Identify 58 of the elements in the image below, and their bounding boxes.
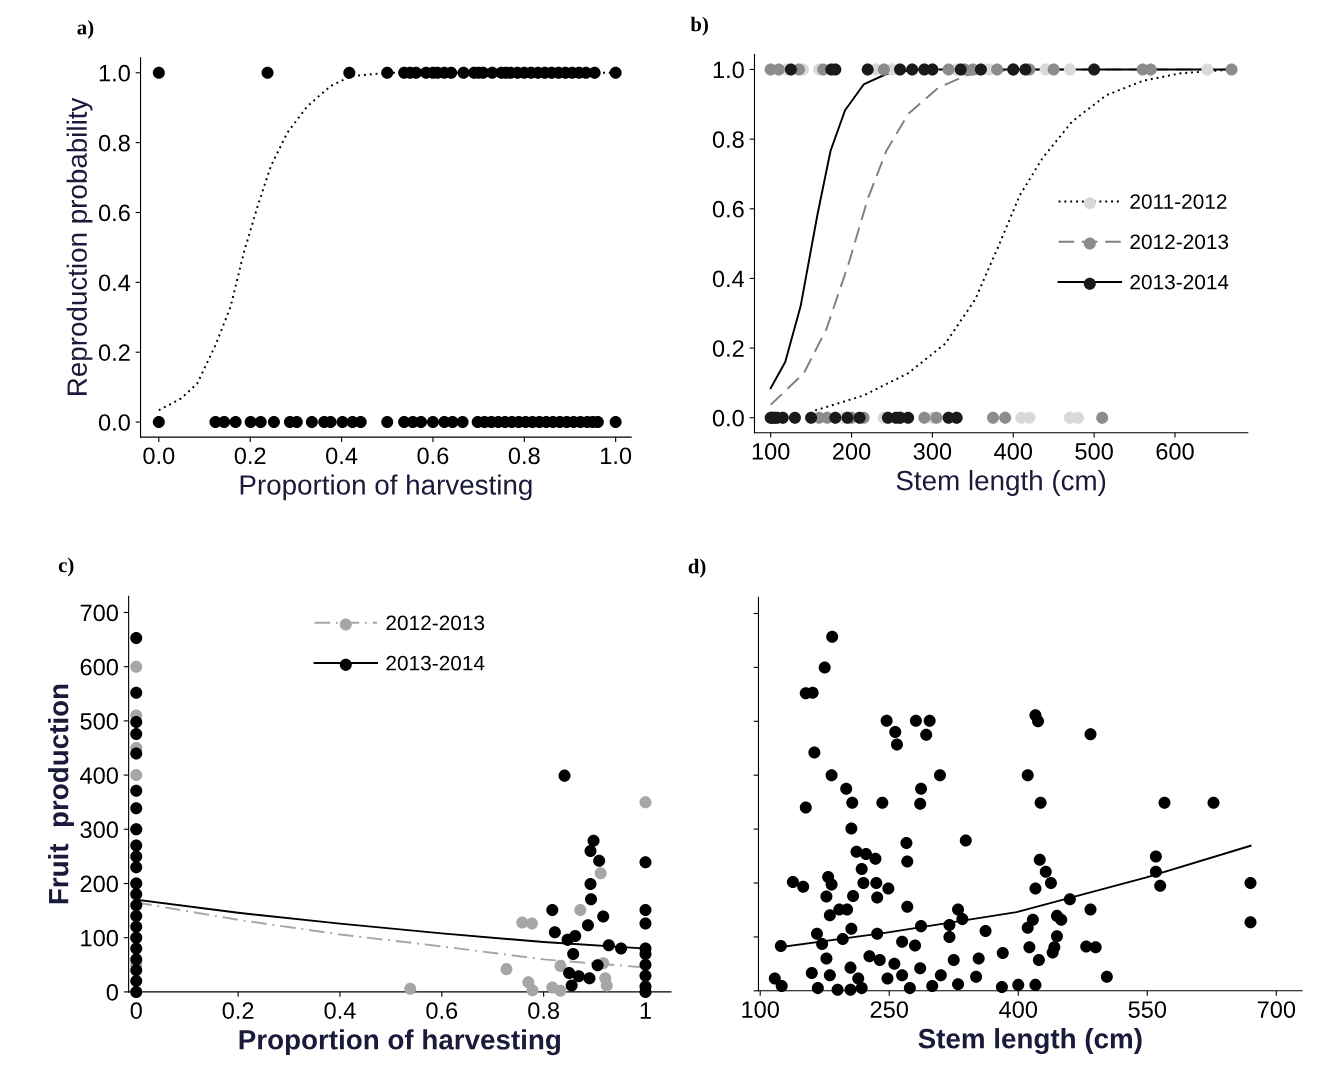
- text: c): [58, 557, 74, 577]
- y-tick-label: 0.8: [712, 131, 744, 148]
- x-tick-label: 100: [752, 443, 790, 460]
- y-tick-label: 0: [106, 983, 118, 1001]
- x-tick-label: 0.2: [234, 447, 266, 465]
- x-tick-label: 500: [1075, 443, 1113, 460]
- x-tick-label: 700: [1257, 1001, 1296, 1018]
- y-tick-label: 300: [80, 821, 118, 839]
- x-axis-title: Stem length (cm): [896, 470, 1106, 496]
- y-tick-label: 0.2: [98, 344, 130, 361]
- x-tick-label: 550: [1128, 1001, 1167, 1018]
- y-tick-label: 0.6: [712, 200, 744, 218]
- y-tick-label: 0.4: [712, 270, 745, 288]
- x-tick-label: 0.6: [426, 1002, 458, 1019]
- legend-label: 2013-2014: [1130, 274, 1229, 290]
- legend-label: 2012-2013: [1130, 234, 1229, 250]
- x-tick-label: 0.4: [326, 447, 358, 465]
- y-tick-label: 200: [80, 875, 118, 893]
- y-tick-label: 400: [80, 767, 118, 784]
- x-tick-label: 0.0: [143, 447, 175, 465]
- x-tick-label: 100: [742, 1001, 779, 1018]
- y-tick-label: 0.0: [712, 409, 744, 427]
- y-tick-label: 1.0: [99, 64, 130, 82]
- y-tick-label: 500: [80, 712, 118, 730]
- x-tick-label: 200: [833, 443, 871, 460]
- text: a): [77, 19, 94, 39]
- legend-label: 2013-2014: [386, 655, 485, 671]
- x-tick-label: 0.8: [528, 1002, 560, 1019]
- x-tick-label: 600: [1156, 443, 1194, 460]
- y-tick-label: 0.2: [712, 340, 744, 357]
- x-tick-label: 0.8: [508, 447, 540, 465]
- x-tick-label: 0: [130, 1002, 142, 1019]
- text: b): [690, 16, 708, 36]
- x-axis-title: Proportion of harvesting: [240, 474, 532, 501]
- x-tick-label: 0.2: [222, 1002, 254, 1019]
- y-tick-label: 700: [80, 604, 118, 622]
- y-axis-title: Fruit production: [48, 684, 74, 904]
- x-axis-title: Stem length (cm): [918, 1028, 1142, 1055]
- x-tick-label: 0.6: [417, 447, 449, 465]
- y-tick-label: 0.0: [98, 414, 130, 431]
- y-axis-title: Reproduction probability: [66, 97, 93, 395]
- x-tick-label: 400: [999, 1001, 1038, 1018]
- y-tick-label: 1.0: [713, 61, 744, 79]
- x-tick-label: 250: [870, 1001, 908, 1018]
- x-tick-label: 0.4: [324, 1002, 356, 1019]
- y-tick-label: 0.8: [98, 134, 130, 152]
- x-tick-label: 1: [640, 1002, 651, 1019]
- y-tick-label: 100: [81, 929, 118, 947]
- x-tick-label: 400: [994, 443, 1033, 460]
- x-tick-label: 1.0: [601, 447, 632, 465]
- x-tick-label: 300: [913, 443, 952, 460]
- legend-label: 2012-2013: [386, 615, 485, 631]
- text: d): [688, 558, 706, 578]
- y-tick-label: 0.4: [98, 274, 131, 292]
- y-tick-label: 600: [80, 658, 118, 676]
- y-tick-label: 0.6: [98, 204, 130, 222]
- legend-label: 2011-2012: [1130, 194, 1227, 209]
- x-axis-title: Proportion of harvesting: [239, 1029, 560, 1056]
